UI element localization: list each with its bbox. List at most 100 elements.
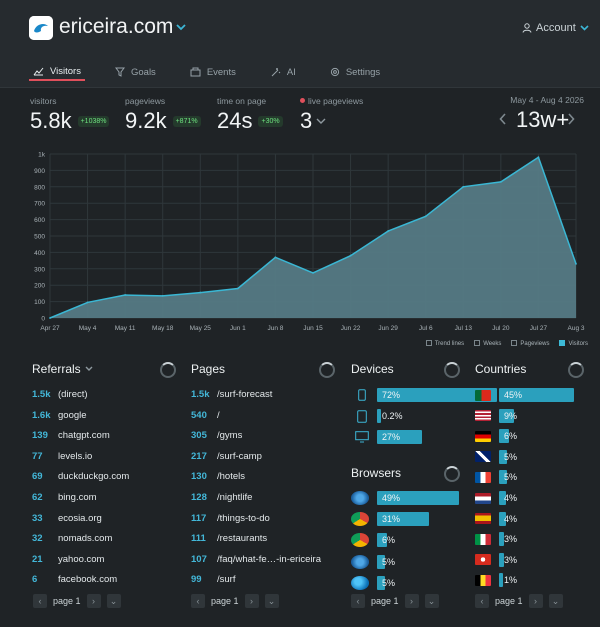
expand-icon[interactable]: ⌄ [264, 594, 279, 608]
tab-events[interactable]: Events [186, 63, 240, 81]
site-name[interactable]: ericeira.com [59, 15, 174, 38]
list-item[interactable]: 3% [475, 532, 517, 547]
item-count: 69 [32, 471, 43, 483]
list-item[interactable]: 45% [475, 388, 574, 402]
item-name: chatgpt.com [58, 430, 110, 442]
visitors-area-chart[interactable]: 0 100 200 300 400 500 600 700 800 900 1k Apr 27 May … [28, 148, 590, 338]
user-icon [522, 23, 532, 33]
stat-label: time on page [217, 96, 267, 106]
stat-pageviews[interactable]: pageviews 9.2k +871% [125, 96, 201, 134]
prev-page-button[interactable]: ‹ [475, 594, 489, 608]
chevron-down-icon [85, 366, 93, 371]
x-tick-label: Jun 29 [378, 325, 398, 332]
list-item[interactable]: 69 duckduckgo.com [32, 471, 129, 482]
range-length-value[interactable]: 13w+ [516, 107, 570, 132]
list-item[interactable]: 111/restaurants [191, 533, 267, 544]
list-item[interactable]: 540 / [191, 410, 220, 421]
france-flag-icon [475, 471, 491, 483]
list-item[interactable]: 99/surf [191, 574, 235, 585]
next-page-button[interactable]: › [528, 594, 543, 608]
percentage-label: 5% [382, 577, 396, 588]
item-name: facebook.com [58, 574, 118, 586]
list-item[interactable]: 33 ecosia.org [32, 513, 102, 524]
list-item[interactable]: 77 levels.io [32, 451, 92, 462]
next-page-button[interactable]: › [404, 594, 419, 608]
list-item[interactable]: 1.6k google [32, 410, 87, 421]
tab-label: Settings [345, 66, 381, 78]
stat-visitors[interactable]: visitors 5.8k +1038% [30, 96, 110, 134]
list-item[interactable]: 5% [351, 575, 395, 590]
list-item[interactable]: 139 chatgpt.com [32, 430, 110, 441]
list-item[interactable]: 6% [475, 429, 517, 444]
list-item[interactable]: 1% [475, 573, 517, 588]
x-tick-label: Jul 20 [492, 325, 510, 332]
list-item[interactable]: 0.2% [351, 409, 403, 423]
list-item[interactable]: 6% [351, 533, 395, 548]
prev-page-button[interactable]: ‹ [33, 594, 47, 608]
stat-live-pageviews[interactable]: live pageviews 3 [300, 96, 363, 134]
list-item[interactable]: 6 facebook.com [32, 574, 117, 585]
prev-period-chevron-icon[interactable] [499, 113, 507, 125]
next-period-chevron-icon[interactable] [567, 113, 575, 125]
x-tick-label: Jun 15 [303, 325, 323, 332]
list-item[interactable]: 62 bing.com [32, 492, 97, 503]
list-item[interactable]: 130/hotels [191, 471, 245, 482]
item-name: /faq/what-fe…-in-ericeira [217, 553, 322, 565]
list-item[interactable]: 9% [475, 408, 518, 423]
prev-page-button[interactable]: ‹ [351, 594, 365, 608]
list-item[interactable]: 4% [475, 511, 517, 526]
legend-item-pageviews[interactable]: Pageviews [511, 340, 549, 347]
tab-ai[interactable]: AI [266, 63, 300, 81]
list-item[interactable]: 117/things-to-do [191, 513, 270, 524]
tab-goals[interactable]: Goals [111, 63, 160, 81]
list-item[interactable]: 107/faq/what-fe…-in-ericeira [191, 554, 321, 565]
list-item[interactable]: 27% [351, 430, 422, 444]
list-item[interactable]: 217/surf-camp [191, 451, 262, 462]
legend-item-trend-lines[interactable]: Trend lines [425, 340, 464, 347]
next-page-button[interactable]: › [244, 594, 259, 608]
list-item[interactable]: 5% [475, 449, 517, 464]
list-item[interactable]: 1.5k/surf-forecast [191, 389, 272, 400]
referrals-panel-title[interactable]: Referrals [32, 362, 93, 376]
list-item[interactable]: 128/nightlife [191, 492, 252, 503]
stat-time-on-page[interactable]: time on page 24s +30% [217, 96, 283, 134]
account-menu[interactable]: Account [522, 22, 589, 34]
list-item[interactable]: 21 yahoo.com [32, 554, 104, 565]
list-item[interactable]: 1.5k (direct) [32, 389, 88, 400]
site-switcher-chevron-icon[interactable] [176, 24, 186, 31]
loading-spinner-icon [319, 362, 335, 378]
x-tick-label: May 18 [152, 325, 174, 332]
list-item[interactable]: 5% [475, 470, 517, 485]
expand-icon[interactable]: ⌄ [548, 594, 563, 608]
date-range-label[interactable]: May 4 - Aug 4 2026 [510, 95, 584, 105]
expand-icon[interactable]: ⌄ [106, 594, 121, 608]
legend-item-weeks[interactable]: Weeks [474, 340, 501, 347]
item-count: 305 [191, 430, 207, 442]
legend-item-visitors[interactable]: Visitors [559, 340, 588, 347]
chart-legend: Trend lines Weeks Pageviews Visitors [425, 340, 588, 347]
site-logo-icon[interactable] [29, 16, 53, 40]
percentage-label: 9% [504, 410, 518, 421]
item-count: 32 [32, 533, 43, 545]
tab-visitors[interactable]: Visitors [29, 63, 85, 81]
list-item[interactable]: 5% [351, 554, 395, 569]
list-item[interactable]: 31% [351, 512, 429, 527]
prev-page-button[interactable]: ‹ [191, 594, 205, 608]
sparkle-icon [271, 68, 281, 77]
pages-pagination: ‹ page 1 › ⌄ [191, 594, 279, 608]
next-page-button[interactable]: › [86, 594, 101, 608]
item-name: nomads.com [58, 533, 113, 545]
list-item[interactable]: 72% [351, 388, 497, 402]
list-item[interactable]: 32 nomads.com [32, 533, 112, 544]
expand-icon[interactable]: ⌄ [424, 594, 439, 608]
item-name: /surf-camp [217, 450, 262, 462]
tab-settings[interactable]: Settings [326, 63, 384, 81]
uk-flag-icon [475, 451, 491, 463]
list-item[interactable]: 305/gyms [191, 430, 242, 441]
stats-row: visitors 5.8k +1038% pageviews 9.2k +871% … [30, 96, 590, 136]
list-item[interactable]: 49% [351, 491, 459, 505]
item-count: 1.5k [191, 389, 210, 400]
list-item[interactable]: 3% [475, 552, 517, 567]
list-item[interactable]: 4% [475, 491, 517, 505]
stat-label: live pageviews [308, 96, 364, 106]
